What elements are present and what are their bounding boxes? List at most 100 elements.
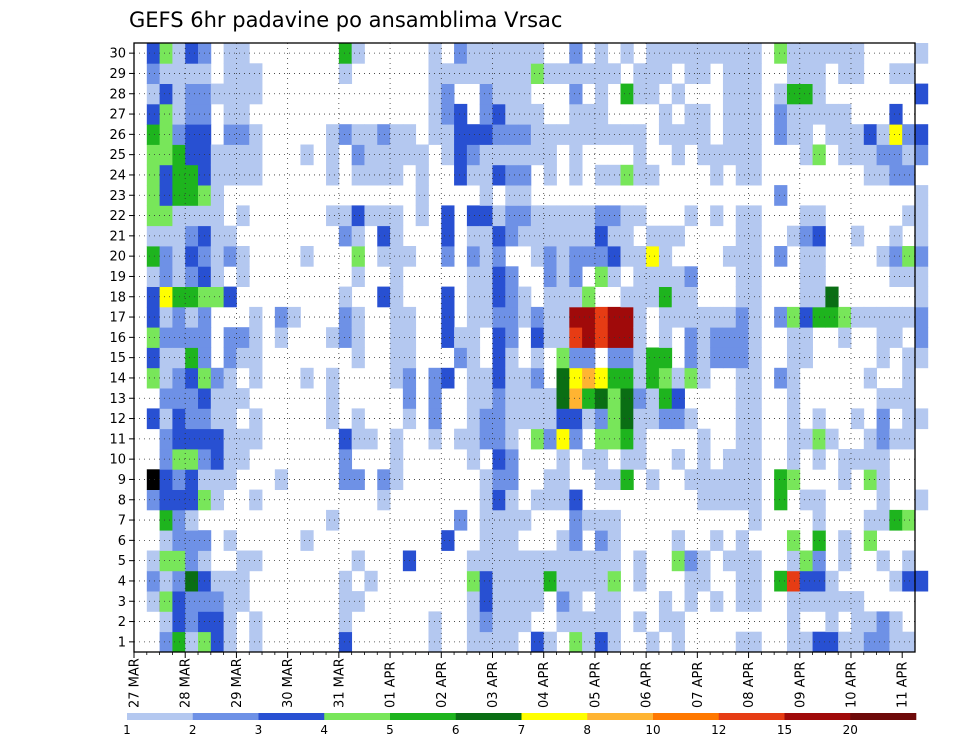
heatmap-cell — [799, 144, 813, 166]
heatmap-cell — [735, 591, 749, 612]
heatmap-cell — [236, 347, 250, 369]
heatmap-cell — [543, 489, 557, 511]
x-tick-label: 31 MAR — [332, 658, 347, 708]
heatmap-cell — [543, 286, 557, 308]
heatmap-cell — [825, 570, 839, 592]
heatmap-cell — [338, 124, 353, 145]
heatmap-cell — [915, 124, 929, 145]
heatmap-cell — [697, 570, 711, 592]
heatmap-cell — [223, 83, 237, 105]
chart-title: GEFS 6hr padavine po ansamblima Vrsac — [129, 8, 562, 32]
heatmap-cell — [223, 388, 237, 409]
heatmap-cell — [146, 306, 160, 328]
heatmap-cell — [441, 83, 455, 105]
heatmap-cell — [505, 306, 519, 328]
heatmap-cell — [671, 144, 685, 166]
heatmap-cell — [582, 631, 596, 653]
heatmap-cell — [646, 266, 660, 287]
heatmap-cell — [185, 509, 199, 531]
y-tick-label: 6 — [118, 534, 126, 549]
heatmap-cell — [902, 367, 916, 389]
heatmap-cell — [249, 164, 263, 186]
heatmap-cell — [479, 611, 493, 633]
heatmap-cell — [889, 124, 903, 145]
heatmap-cell — [185, 83, 199, 105]
heatmap-cell — [479, 530, 493, 551]
heatmap-cell — [799, 489, 813, 511]
plot-frame — [133, 42, 916, 653]
heatmap-cell — [223, 570, 237, 592]
heatmap-cell — [594, 367, 609, 389]
heatmap-cell — [351, 266, 365, 287]
heatmap-cell — [223, 124, 237, 145]
heatmap-cell — [146, 591, 160, 612]
heatmap-cell — [902, 246, 916, 267]
heatmap-cell — [454, 43, 468, 64]
heatmap-cell — [735, 449, 749, 470]
heatmap-cell — [876, 509, 890, 531]
heatmap-cell — [249, 631, 263, 653]
heatmap-cells — [146, 43, 929, 653]
heatmap-cell — [441, 246, 455, 267]
heatmap-cell — [185, 327, 199, 348]
heatmap-cell — [902, 124, 916, 145]
heatmap-cell — [697, 43, 711, 64]
heatmap-cell — [351, 327, 365, 348]
heatmap-cell — [735, 347, 749, 369]
heatmap-cell — [326, 205, 340, 227]
heatmap-cell — [390, 428, 404, 450]
heatmap-cell — [236, 103, 250, 125]
heatmap-cell — [850, 449, 865, 470]
heatmap-cell — [159, 388, 173, 409]
heatmap-cell — [556, 367, 570, 389]
heatmap-cell — [889, 631, 903, 653]
heatmap-cell — [146, 367, 160, 389]
heatmap-cell — [556, 428, 570, 450]
heatmap-cell — [441, 124, 455, 145]
heatmap-cell — [543, 63, 557, 84]
heatmap-cell — [505, 43, 519, 64]
heatmap-cell — [159, 205, 173, 227]
heatmap-cell — [710, 306, 724, 328]
heatmap-cell — [146, 408, 160, 430]
heatmap-cell — [594, 205, 609, 227]
colorbar-label: 1 — [123, 723, 131, 737]
colorbar-swatch — [850, 713, 917, 720]
heatmap-cell — [505, 63, 519, 84]
heatmap-cell — [876, 347, 890, 369]
heatmap-cell — [876, 124, 890, 145]
heatmap-cell — [735, 286, 749, 308]
heatmap-cell — [876, 164, 890, 186]
heatmap-cell — [889, 327, 903, 348]
heatmap-cell — [300, 246, 314, 267]
heatmap-cell — [505, 83, 519, 105]
heatmap-cell — [774, 367, 788, 389]
heatmap-cell — [249, 347, 263, 369]
heatmap-cell — [249, 408, 263, 430]
heatmap-cell — [902, 63, 916, 84]
heatmap-cell — [684, 591, 698, 612]
heatmap-cell — [594, 509, 609, 531]
heatmap-cell — [236, 327, 250, 348]
heatmap-cell — [735, 144, 749, 166]
heatmap-cell — [658, 43, 673, 64]
heatmap-cell — [530, 327, 545, 348]
heatmap-cell — [582, 225, 596, 247]
heatmap-cell — [569, 266, 583, 287]
heatmap-cell — [530, 225, 545, 247]
heatmap-cell — [748, 164, 762, 186]
heatmap-cell — [530, 570, 545, 592]
heatmap-cell — [825, 591, 839, 612]
heatmap-cell — [236, 591, 250, 612]
heatmap-cell — [146, 286, 160, 308]
heatmap-cell — [338, 327, 353, 348]
heatmap-cell — [326, 388, 340, 409]
colorbar-label: 20 — [843, 723, 858, 737]
heatmap-cell — [479, 570, 493, 592]
heatmap-cell — [735, 428, 749, 450]
heatmap-cell — [594, 124, 609, 145]
heatmap-cell — [556, 469, 570, 490]
heatmap-cell — [543, 550, 557, 572]
heatmap-cell — [902, 509, 916, 531]
heatmap-cell — [569, 388, 583, 409]
